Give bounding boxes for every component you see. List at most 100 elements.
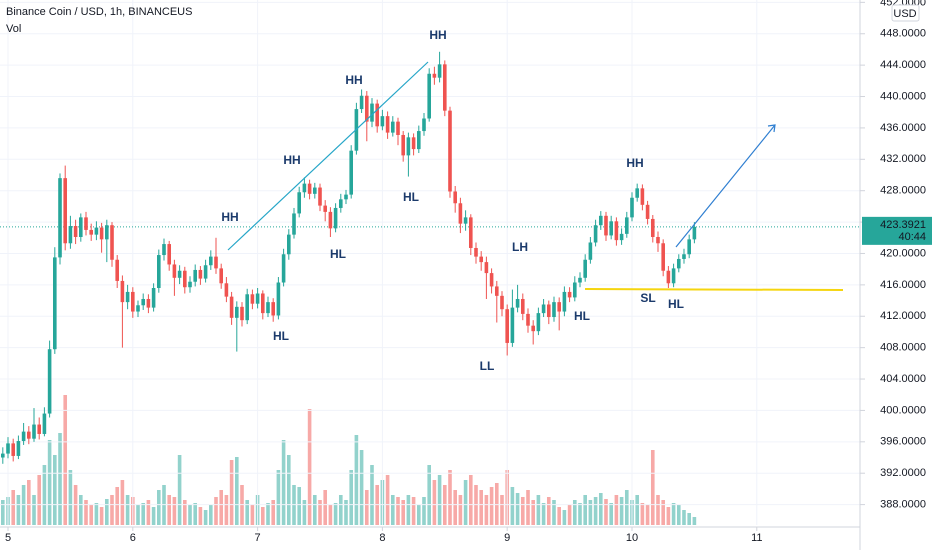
candle-body (656, 236, 660, 244)
candle-body (328, 211, 333, 229)
candle-body (312, 187, 317, 194)
volume-bar (635, 495, 639, 525)
candle-body (531, 325, 535, 332)
candle-body (406, 137, 411, 156)
volume-bar (302, 500, 307, 525)
candle-body (318, 187, 322, 206)
volume-bar (541, 503, 546, 525)
volume-bar (58, 433, 62, 525)
candle-body (552, 302, 556, 318)
y-tick-label: 412.0000 (880, 310, 926, 322)
volume-bar (79, 495, 83, 525)
candle-body (209, 256, 213, 266)
candle-body (442, 64, 447, 111)
grid-layer (0, 0, 860, 525)
candle-body (458, 203, 463, 224)
volume-bar (567, 505, 572, 525)
volume-bar (489, 487, 494, 525)
candle-body (562, 291, 567, 312)
candle-body (536, 313, 541, 332)
candle-body (500, 295, 504, 310)
volume-bar (99, 507, 104, 525)
volume-bar (562, 510, 567, 525)
candle-body (401, 134, 405, 156)
volume-bar (151, 507, 156, 525)
y-tick-label: 440.0000 (880, 90, 926, 102)
pattern-label: HH (221, 210, 238, 224)
volume-bar (47, 440, 52, 525)
candle-body (614, 221, 619, 241)
volume-bar (328, 505, 333, 525)
candle-body (474, 247, 478, 257)
last-price-label: 423.3921 (880, 219, 926, 231)
volume-bar (27, 480, 31, 525)
candle-body (661, 243, 665, 271)
candle-body (307, 183, 312, 194)
candle-body (84, 217, 88, 230)
x-tick-label: 8 (379, 532, 385, 544)
volume-bar (42, 465, 47, 525)
candle-body (463, 217, 468, 224)
candle-body (390, 121, 395, 133)
volume-bar (94, 503, 99, 525)
volume-bar (411, 497, 416, 525)
volume-bar (344, 500, 348, 525)
candle-body (219, 268, 224, 284)
candle-body (692, 226, 697, 240)
candle-body (344, 194, 348, 200)
arrow-head (767, 124, 776, 133)
volume-bar (526, 490, 530, 525)
volume-bar (448, 470, 452, 525)
volume-bar (614, 495, 619, 525)
candle-body (682, 254, 686, 259)
volume-bar (531, 500, 535, 525)
volume-bar (640, 503, 645, 525)
annotation-layer: HH HH HH HH HL HL HL LH LL HL SL HL HH (221, 28, 684, 373)
volume-bar (645, 505, 650, 525)
candle-body (141, 298, 146, 306)
candle-body (177, 270, 182, 278)
x-tick-label: 11 (751, 532, 762, 544)
candle-body (635, 188, 639, 198)
volume-bar (422, 497, 426, 525)
candle-body (572, 282, 577, 298)
candle-body (68, 226, 73, 244)
candle-body (6, 443, 10, 454)
candle-body (484, 262, 489, 274)
arrow-line (675, 124, 776, 248)
candle-body (432, 73, 437, 78)
volume-bar (53, 455, 57, 525)
candle-body (422, 118, 426, 132)
pattern-label: SL (640, 291, 655, 305)
volume-bar (146, 500, 151, 525)
volume-bar (578, 503, 582, 525)
volume-bar (250, 505, 255, 525)
candle-body (676, 258, 681, 269)
pattern-label: HH (429, 28, 446, 42)
volume-bar (588, 500, 593, 525)
volume-bar (214, 497, 218, 525)
candle-body (146, 298, 151, 308)
volume-bar (671, 503, 676, 525)
candle-body (1, 453, 5, 458)
volume-bar (572, 500, 577, 525)
volume-bar (110, 495, 114, 525)
volume-bar (333, 503, 338, 525)
y-tick-label: 396.0000 (880, 436, 926, 448)
x-tick-label: 9 (504, 532, 510, 544)
candle-body (11, 443, 16, 456)
candle-body (198, 269, 203, 279)
volume-bar (370, 465, 374, 525)
volume-bar (406, 495, 411, 525)
candle-body (73, 226, 78, 237)
volume-bar (105, 499, 109, 525)
candle-body (650, 218, 655, 237)
pattern-label: LH (512, 240, 528, 254)
y-tick-label: 392.0000 (880, 467, 926, 479)
candle-body (21, 431, 26, 442)
volume-bar (432, 480, 437, 525)
volume-bar (676, 505, 681, 525)
